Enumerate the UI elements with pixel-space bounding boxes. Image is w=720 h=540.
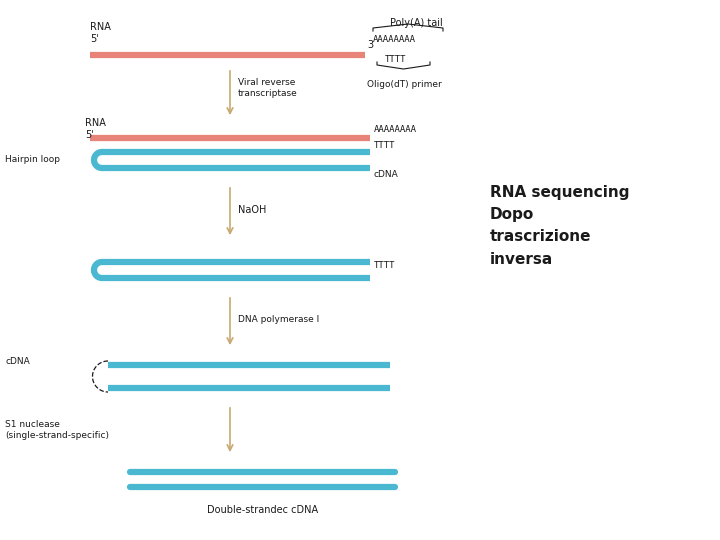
Text: S1 nuclease
(single-strand-specific): S1 nuclease (single-strand-specific) (5, 420, 109, 440)
Text: Oligo(dT) primer: Oligo(dT) primer (367, 80, 442, 89)
Text: Hairpin loop: Hairpin loop (5, 156, 60, 165)
Text: TTTT: TTTT (374, 261, 395, 271)
Text: Viral reverse
transcriptase: Viral reverse transcriptase (238, 78, 298, 98)
Text: AAAAAAAA: AAAAAAAA (374, 125, 417, 134)
Text: AAAAAAAA: AAAAAAAA (373, 35, 416, 44)
Text: Double-strandec cDNA: Double-strandec cDNA (207, 505, 318, 515)
Text: RNA: RNA (85, 118, 106, 128)
Text: cDNA: cDNA (5, 357, 30, 366)
Text: RNA sequencing
Dopo
trascrizione
inversa: RNA sequencing Dopo trascrizione inversa (490, 185, 629, 267)
Text: cDNA: cDNA (374, 170, 399, 179)
Text: TTTT: TTTT (374, 141, 395, 150)
Text: Poly(A) tail: Poly(A) tail (390, 18, 443, 28)
Text: RNA: RNA (90, 22, 111, 32)
Text: DNA polymerase I: DNA polymerase I (238, 315, 319, 325)
Text: 5': 5' (90, 34, 99, 44)
Text: NaOH: NaOH (238, 205, 266, 215)
Text: 5': 5' (85, 130, 94, 140)
Text: TTTT: TTTT (385, 55, 407, 64)
Text: 3: 3 (367, 40, 373, 50)
